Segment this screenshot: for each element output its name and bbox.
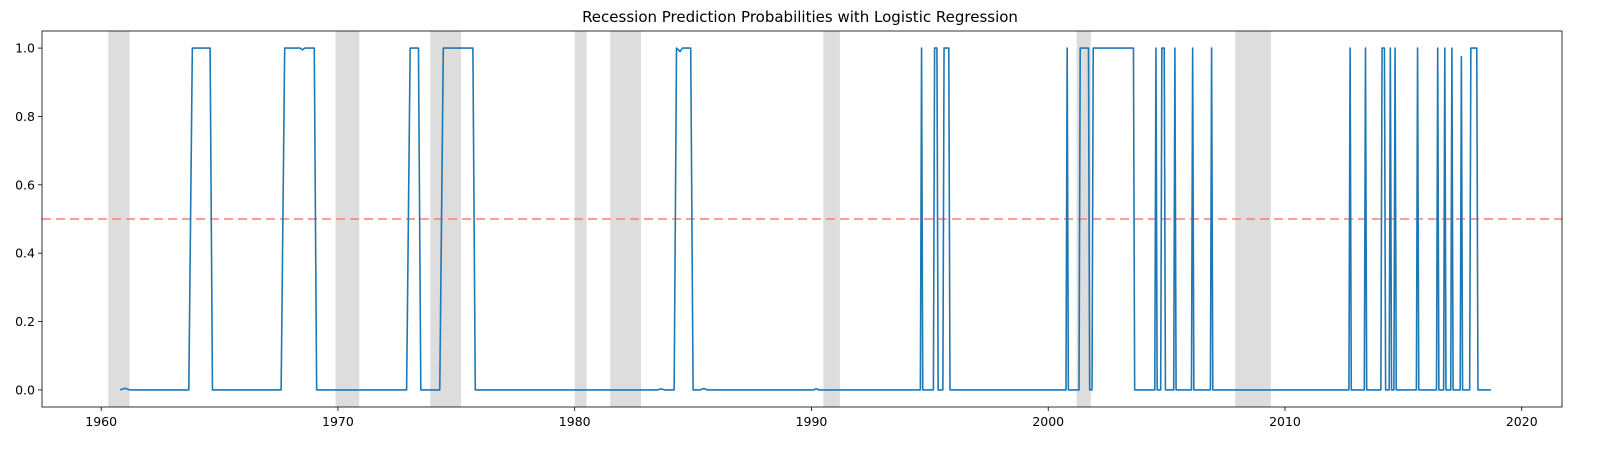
x-tick-label: 1960 <box>85 414 117 429</box>
recession-band-1 <box>335 31 360 407</box>
axes: 1960 1970 1980 1990 2000 2010 2020 0.0 0.2 0.4 0.6… <box>15 30 1563 429</box>
x-tick-label: 1990 <box>796 414 828 429</box>
series-layer <box>119 47 1491 391</box>
chart-title: Recession Prediction Probabilities with … <box>582 8 1018 26</box>
x-tick-label: 2020 <box>1506 414 1538 429</box>
y-tick-label: 1.0 <box>15 41 35 56</box>
x-tick-label: 2000 <box>1032 414 1064 429</box>
series-line-0 <box>119 47 1491 391</box>
y-tick-label: 0.8 <box>15 109 35 124</box>
y-tick-label: 0.4 <box>15 246 35 261</box>
plot-frame <box>41 30 1563 408</box>
y-tick-label: 0.6 <box>15 177 35 192</box>
y-tick-label: 0.0 <box>15 382 35 397</box>
recession-bands <box>108 31 1271 407</box>
x-tick-label: 1980 <box>559 414 591 429</box>
y-tick-label: 0.2 <box>15 314 35 329</box>
x-tick-label: 2010 <box>1269 414 1301 429</box>
x-tick-label: 1970 <box>322 414 354 429</box>
